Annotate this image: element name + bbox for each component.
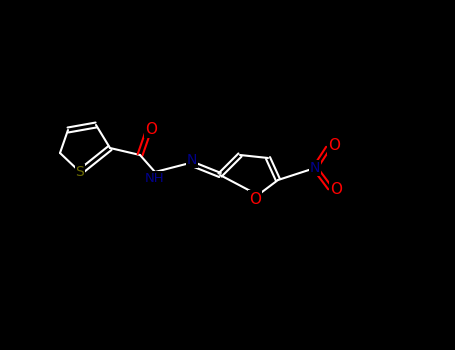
Text: S: S bbox=[76, 165, 84, 179]
Text: O: O bbox=[249, 191, 261, 206]
Text: O: O bbox=[328, 139, 340, 154]
Text: O: O bbox=[145, 121, 157, 136]
Text: O: O bbox=[330, 182, 342, 197]
Text: NH: NH bbox=[145, 173, 165, 186]
Text: N: N bbox=[310, 161, 320, 175]
Text: N: N bbox=[187, 153, 197, 167]
